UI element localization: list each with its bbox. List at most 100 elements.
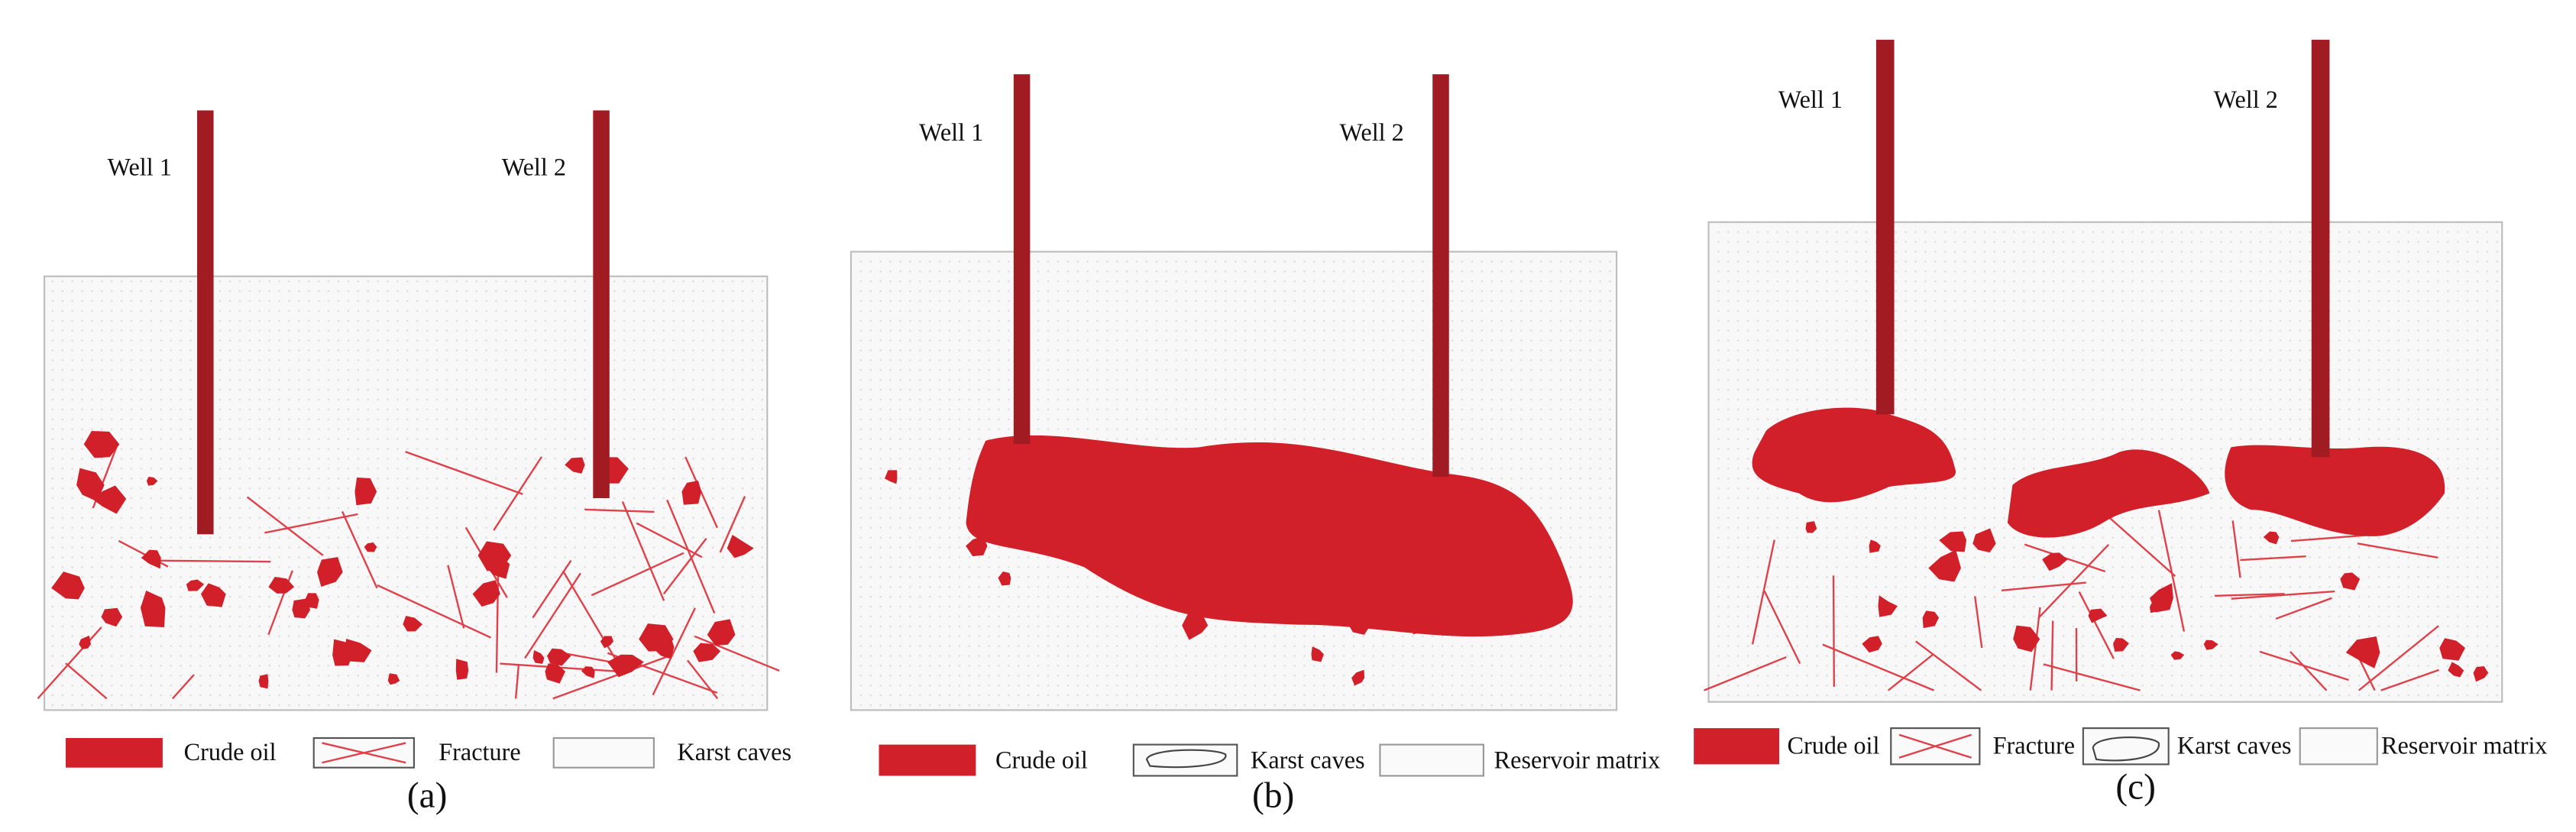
- karst-cave: [681, 481, 702, 505]
- legend-label: Crude oil: [1788, 731, 1880, 759]
- fracture: [2290, 651, 2328, 691]
- karst-cave: [2113, 637, 2129, 652]
- fracture: [500, 662, 623, 673]
- fracture: [662, 538, 707, 595]
- fracture: [1704, 656, 1787, 691]
- karst-cave: [1869, 539, 1881, 553]
- karst-cave: [455, 659, 469, 680]
- fracture: [684, 456, 718, 529]
- well-label: Well 2: [502, 153, 566, 180]
- karst-cave: [200, 583, 226, 607]
- legend-swatch: [66, 738, 163, 768]
- karst-cave: [258, 674, 269, 689]
- legend-swatch: [879, 744, 976, 776]
- karst-cave: [1311, 646, 1324, 662]
- karst-cave: [268, 577, 295, 594]
- karst-cave: [607, 654, 644, 678]
- karst-cave: [707, 619, 736, 646]
- legend-icon: [1898, 733, 1972, 759]
- well: [1013, 74, 1031, 445]
- fracture: [621, 501, 665, 601]
- karst-cave: [581, 666, 595, 678]
- karst-cave: [2203, 639, 2218, 650]
- legend-label: Karst caves: [678, 738, 792, 766]
- fracture: [532, 559, 572, 619]
- fracture: [514, 664, 520, 699]
- well-label: Well 1: [919, 118, 983, 146]
- fracture: [694, 635, 780, 672]
- fracture: [447, 565, 465, 629]
- oil-body: [966, 435, 1573, 637]
- karst-cave: [532, 650, 545, 664]
- karst-cave: [2088, 608, 2108, 623]
- karst-cave: [141, 549, 161, 569]
- karst-cave: [483, 554, 510, 579]
- karst-cave: [2170, 651, 2185, 660]
- legend-icon: [2092, 736, 2160, 762]
- panel-c: Well 1 Well 2 Crude oil Fracture Karst c…: [1694, 40, 2548, 808]
- karst-cave: [2448, 662, 2464, 678]
- karst-cave: [727, 534, 754, 558]
- legend-swatch: [1379, 743, 1484, 777]
- karst-cave: [387, 673, 400, 685]
- well: [1432, 74, 1449, 478]
- karst-cave: [101, 607, 123, 627]
- legend-icon: [322, 742, 406, 764]
- fracture: [652, 607, 696, 696]
- karst-cave: [652, 637, 675, 659]
- karst-cave: [2439, 638, 2465, 661]
- legend-label: Reservoir matrix: [1494, 746, 1661, 774]
- fracture: [591, 552, 684, 597]
- karst-cave: [305, 593, 319, 609]
- karst-cave: [565, 457, 585, 474]
- karst-cave: [2340, 572, 2361, 591]
- legend-swatch: [2299, 727, 2378, 766]
- karst-cave: [83, 430, 120, 458]
- legend-label: Karst caves: [2177, 731, 2292, 759]
- karst-cave: [354, 477, 377, 506]
- legend-swatch: [552, 736, 655, 769]
- karst-cave: [2345, 636, 2380, 669]
- karst-cave: [884, 470, 898, 484]
- legend-label: Fracture: [439, 738, 520, 766]
- karst-cave: [2149, 583, 2173, 613]
- fracture: [2050, 620, 2054, 691]
- fracture: [1915, 640, 1982, 691]
- fracture: [2358, 625, 2439, 691]
- legend-swatch: [2082, 727, 2170, 766]
- fracture: [65, 662, 108, 700]
- fracture: [2157, 510, 2186, 632]
- karst-cave: [998, 571, 1011, 586]
- fracture: [552, 655, 669, 700]
- karst-cave: [51, 571, 85, 600]
- legend-icon: [1145, 749, 1227, 769]
- legend-label: Crude oil: [995, 746, 1088, 774]
- fracture: [2029, 607, 2041, 691]
- fracture: [2078, 591, 2115, 659]
- fracture: [687, 659, 719, 700]
- karst-cave: [1922, 610, 1940, 629]
- karst-cave: [1878, 595, 1898, 617]
- fracture: [666, 499, 716, 614]
- fracture: [37, 626, 102, 700]
- fracture: [341, 511, 378, 589]
- legend-label: Reservoir matrix: [2381, 731, 2548, 759]
- legend-swatch: [1132, 743, 1238, 777]
- karst-cave: [292, 598, 311, 619]
- fracture: [493, 456, 542, 531]
- karst-cave: [545, 663, 566, 684]
- fracture: [1763, 590, 1801, 665]
- karst-cave: [1862, 636, 1882, 653]
- karst-cave: [1928, 549, 1961, 582]
- well-label: Well 1: [1778, 86, 1843, 113]
- well: [2311, 40, 2330, 458]
- karst-cave: [2042, 552, 2068, 571]
- caption: (c): [2115, 768, 2156, 808]
- fracture: [2240, 555, 2306, 562]
- fracture: [719, 496, 746, 553]
- karst-cave: [140, 590, 166, 628]
- legend-label: Fracture: [1993, 731, 2075, 759]
- fracture: [2380, 669, 2439, 691]
- karst-cave: [364, 542, 377, 552]
- karst-cave: [1351, 669, 1365, 686]
